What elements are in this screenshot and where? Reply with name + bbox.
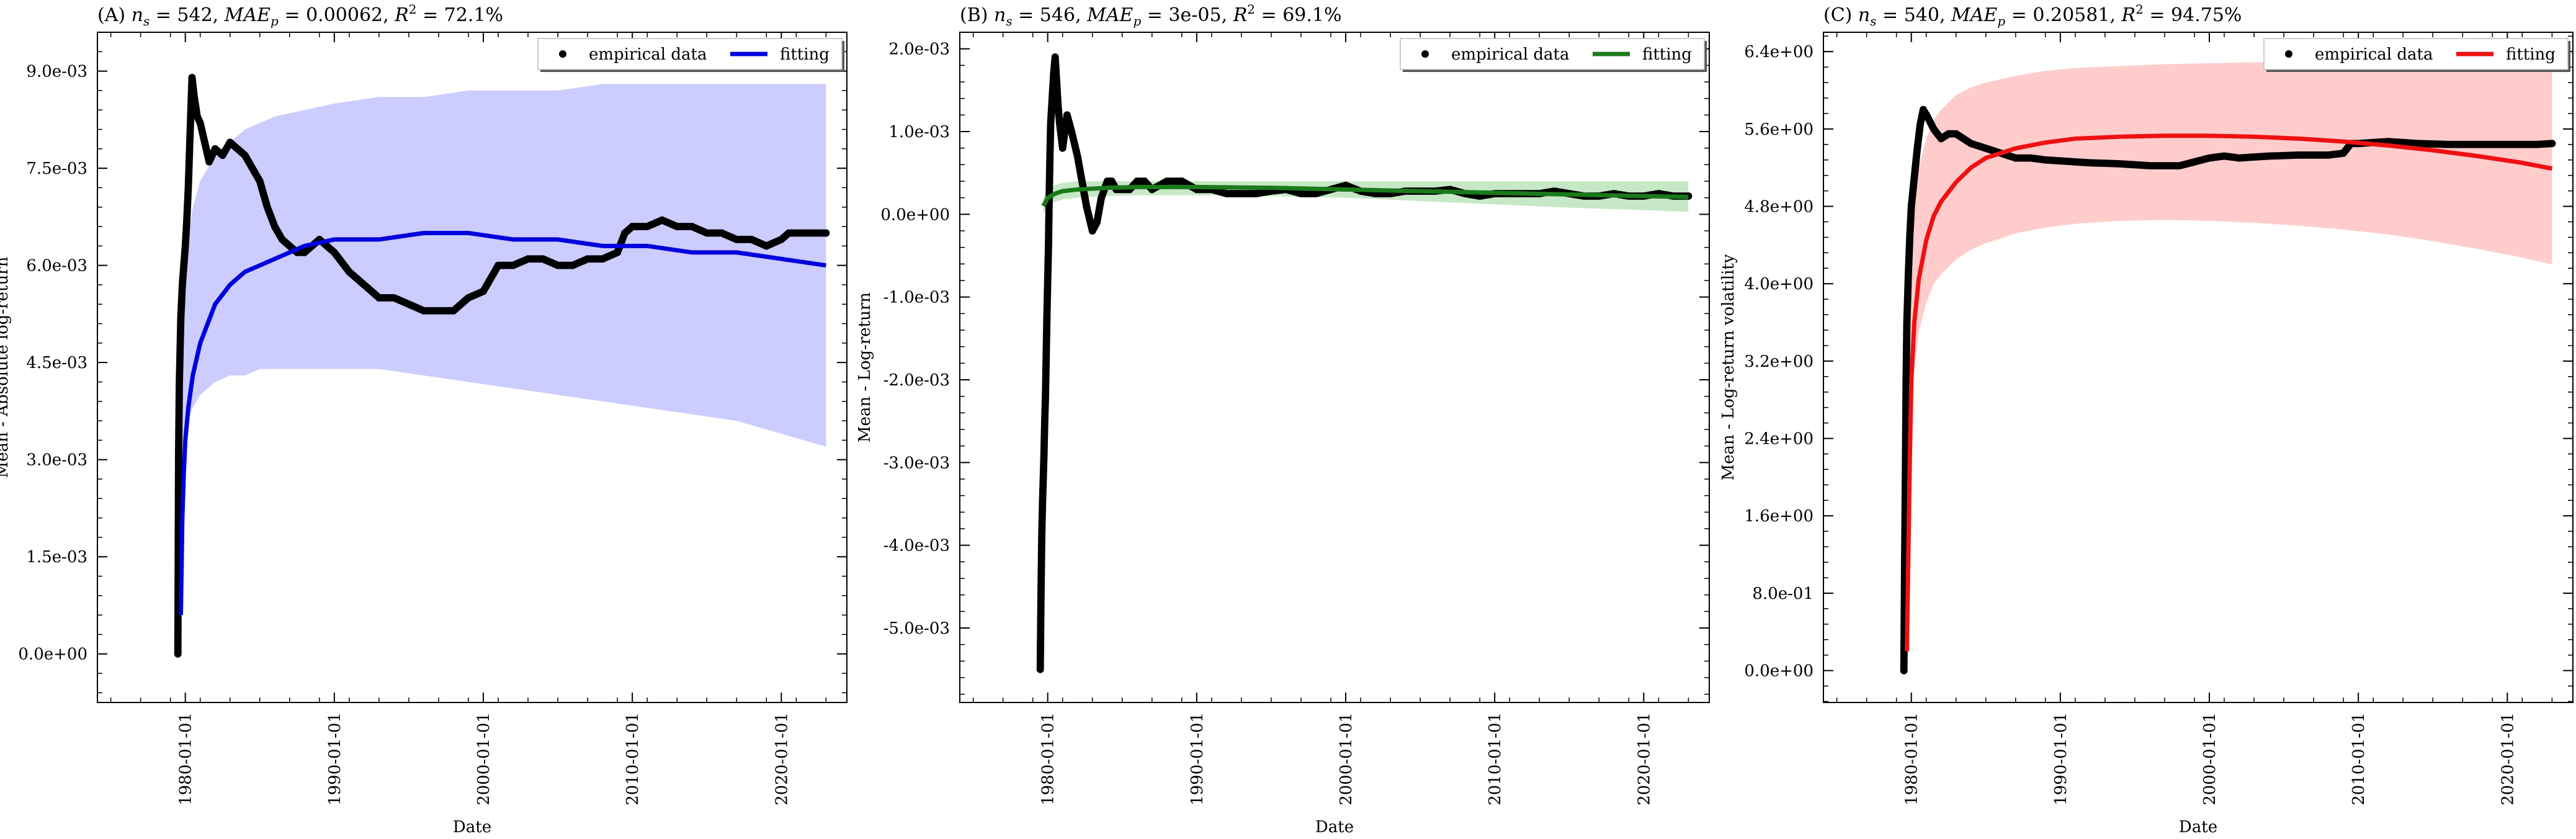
panel-b: -5.0e-03 -4.0e-03 -3.0e-03 -2.0e-03 -1.0e-03…	[856, 2, 1710, 837]
x-axis-label: Date	[453, 818, 491, 837]
y-tick-label: 6.0e-03	[26, 257, 87, 276]
y-tick-label: 0.0e+00	[880, 205, 950, 224]
y-tick-label: -2.0e-03	[883, 371, 950, 390]
y-tick-label: 8.0e-01	[1752, 585, 1813, 603]
x-tick-label: 2010-01-01	[1486, 712, 1505, 805]
panel-title: (B) ns = 546, MAEp = 3e-05, R2 = 69.1%	[960, 2, 1342, 29]
empirical-series	[1900, 105, 2556, 675]
legend-label-empirical: empirical data	[589, 45, 707, 64]
empirical-point	[822, 229, 830, 237]
legend-box	[2263, 38, 2569, 70]
y-axis-label: Mean - Absolute log-return	[0, 256, 12, 478]
plot-area	[174, 74, 830, 658]
y-tick-label: 0.0e+00	[1744, 662, 1813, 681]
x-tick-label: 2020-01-01	[1635, 712, 1653, 805]
panel-c: 0.0e+00 8.0e-01 1.6e+00 2.4e+00 3.2e+00 4.0e+…	[1719, 2, 2574, 837]
y-tick-label: 7.5e-03	[26, 159, 87, 178]
y-tick-label: 6.4e+00	[1744, 43, 1813, 61]
y-tick-label: 1.0e-03	[888, 123, 950, 141]
plot-frame	[97, 32, 847, 703]
plot-area	[1036, 53, 1693, 673]
y-tick-label: 2.0e-03	[888, 40, 950, 59]
x-tick-label: 2000-01-01	[1337, 712, 1356, 805]
legend-label-fitting: fitting	[2506, 45, 2556, 64]
empirical-series	[1036, 53, 1693, 673]
legend-marker-empirical	[2285, 50, 2292, 58]
x-tick-label: 2020-01-01	[772, 712, 791, 805]
y-tick-label: 1.6e+00	[1744, 507, 1813, 526]
y-tick-label: -5.0e-03	[883, 619, 950, 638]
legend-box	[1400, 38, 1705, 70]
x-tick-label: 1990-01-01	[326, 712, 344, 805]
x-tick-label: 2010-01-01	[624, 712, 642, 805]
x-tick-label: 2000-01-01	[475, 712, 493, 805]
y-tick-label: 4.5e-03	[26, 354, 87, 372]
panel-title: (C) ns = 540, MAEp = 0.20581, R2 = 94.75…	[1823, 2, 2242, 29]
x-tick-label: 1990-01-01	[2052, 712, 2070, 805]
y-tick-label: 5.6e+00	[1744, 120, 1813, 139]
legend-box	[537, 38, 843, 70]
fit-line	[178, 230, 826, 616]
x-tick-label: 1980-01-01	[177, 712, 195, 805]
x-tick-label: 1980-01-01	[1903, 712, 1921, 805]
legend: empirical data fitting	[1400, 38, 1707, 72]
panel-title: (A) ns = 542, MAEp = 0.00062, R2 = 72.1%	[97, 2, 503, 29]
y-tick-label: 0.0e+00	[18, 645, 87, 664]
panel-a: 0.0e+00 1.5e-03 3.0e-03 4.5e-03 6.0e-03 7.5e-…	[0, 2, 847, 837]
y-tick-label: 3.0e-03	[26, 451, 87, 470]
empirical-point	[2548, 140, 2556, 148]
x-tick-label: 1980-01-01	[1039, 712, 1058, 805]
y-tick-label: 2.4e+00	[1744, 430, 1813, 449]
plot-frame	[959, 32, 1710, 703]
y-tick-label: 9.0e-03	[26, 63, 87, 81]
x-tick-label: 2000-01-01	[2201, 712, 2219, 805]
y-axis-label: Mean - Log-return volatility	[1719, 254, 1738, 480]
legend: empirical data fitting	[2263, 38, 2570, 72]
x-axis-label: Date	[1315, 818, 1354, 837]
y-tick-label: 4.8e+00	[1744, 198, 1813, 217]
y-tick-label: -3.0e-03	[883, 454, 950, 472]
empirical-series	[174, 74, 830, 658]
legend-label-fitting: fitting	[1642, 45, 1692, 64]
y-tick-label: 1.5e-03	[26, 548, 87, 567]
y-tick-label: 3.2e+00	[1744, 352, 1813, 371]
x-axis-label: Date	[2179, 818, 2217, 837]
legend-label-empirical: empirical data	[1451, 45, 1569, 64]
confidence-band	[1907, 61, 2552, 671]
x-tick-label: 2010-01-01	[2350, 712, 2368, 805]
legend-label-fitting: fitting	[780, 45, 830, 64]
legend-marker-empirical	[559, 50, 566, 58]
fit-line	[1041, 184, 1689, 207]
x-tick-label: 1990-01-01	[1188, 712, 1207, 805]
y-tick-label: -4.0e-03	[883, 537, 950, 555]
y-tick-label: 4.0e+00	[1744, 275, 1813, 294]
confidence-band	[181, 84, 826, 616]
plot-frame	[1823, 32, 2574, 703]
legend: empirical data fitting	[537, 38, 844, 72]
x-tick-label: 2020-01-01	[2498, 712, 2517, 805]
y-tick-label: -1.0e-03	[883, 289, 950, 307]
fit-line	[1904, 133, 2553, 652]
y-axis-label: Mean - Log-return	[856, 292, 874, 442]
legend-marker-empirical	[1421, 50, 1429, 58]
plot-area	[1900, 61, 2556, 675]
legend-label-empirical: empirical data	[2315, 45, 2433, 64]
